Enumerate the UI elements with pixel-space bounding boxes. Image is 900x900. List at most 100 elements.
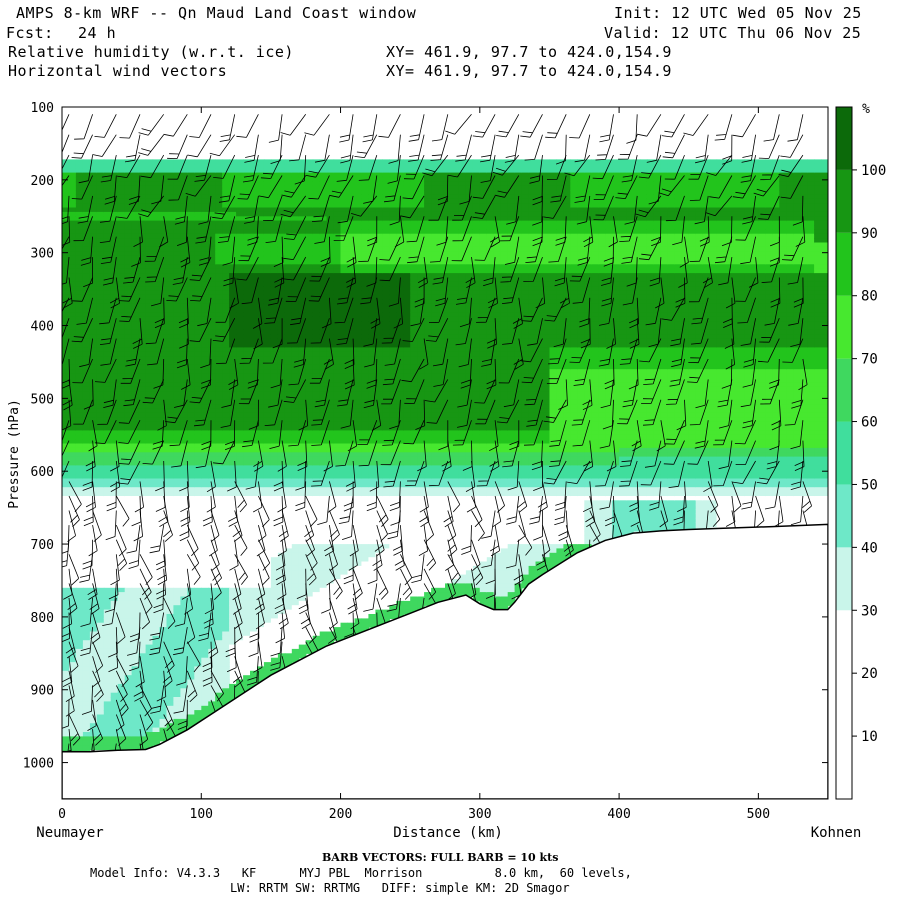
wind-barb	[100, 236, 117, 264]
wind-barb	[441, 440, 452, 472]
wind-barb	[496, 114, 520, 138]
wind-barb	[273, 495, 284, 527]
wind-barb	[189, 114, 212, 138]
wind-barb	[350, 195, 378, 217]
wind-barb	[119, 297, 141, 322]
wind-barb	[687, 358, 709, 383]
wind-barb	[764, 481, 780, 510]
wind-barb	[311, 460, 330, 487]
wind-barb	[476, 297, 496, 323]
wind-barb	[778, 154, 804, 177]
wind-barb	[461, 525, 472, 555]
wind-barb	[234, 554, 248, 585]
wind-barb	[525, 236, 543, 263]
wind-barb	[108, 641, 118, 673]
y-tick-label: 800	[31, 611, 54, 626]
wind-barb	[688, 154, 709, 180]
wind-barb	[176, 656, 188, 686]
wind-barb	[392, 525, 403, 556]
wind-barb	[308, 175, 330, 200]
wind-barb	[135, 656, 145, 688]
wind-barb	[546, 358, 567, 384]
wind-barb	[445, 114, 472, 135]
wind-barb	[601, 277, 614, 307]
y-tick-label: 1000	[23, 757, 54, 772]
wind-barb	[382, 420, 401, 446]
wind-barb	[233, 612, 243, 644]
wind-barb	[646, 134, 662, 163]
wind-barb	[549, 440, 567, 467]
colorbar-tick-label: 50	[861, 477, 878, 493]
wind-barb	[189, 318, 212, 342]
wind-barb	[232, 568, 242, 601]
wind-barb	[249, 612, 260, 643]
forecast-hour: 24 h	[78, 24, 117, 42]
wind-barb	[314, 216, 330, 244]
wind-barb	[222, 236, 236, 266]
wind-barb	[567, 460, 591, 484]
wind-barb	[186, 670, 198, 703]
wind-barb	[329, 510, 340, 542]
wind-barb	[287, 318, 307, 344]
wind-barb	[763, 114, 780, 142]
wind-barb	[103, 379, 117, 408]
wind-barb	[447, 524, 458, 557]
wind-barb	[423, 539, 437, 571]
wind-barb	[695, 134, 709, 164]
wind-barb	[304, 510, 315, 542]
wind-barb	[62, 440, 70, 457]
wind-barb	[595, 134, 614, 161]
wind-barb	[309, 358, 330, 384]
wind-barb	[285, 277, 307, 302]
wind-barb	[661, 114, 685, 138]
wind-barb	[422, 154, 449, 177]
wind-barb	[642, 399, 662, 426]
wind-barb	[656, 420, 666, 452]
wind-barb	[62, 297, 70, 313]
wind-barb	[404, 379, 425, 404]
wind-barb	[293, 338, 307, 368]
wind-barb	[335, 440, 354, 467]
wind-barb	[102, 257, 117, 286]
wind-barb	[579, 297, 591, 328]
wind-barb	[241, 277, 259, 305]
wind-barb	[65, 670, 75, 703]
wind-barb	[709, 175, 733, 199]
wind-barb	[713, 460, 733, 487]
wind-barb	[402, 175, 425, 200]
wind-barb	[599, 420, 614, 449]
wind-barb	[364, 338, 378, 368]
wind-barb	[173, 627, 188, 656]
wind-barb	[118, 460, 141, 485]
wind-barb	[558, 510, 569, 542]
wind-barb	[640, 460, 662, 486]
wind-barb	[436, 216, 449, 246]
wind-barb	[688, 277, 709, 303]
wind-barb	[648, 318, 662, 348]
wind-barb	[268, 277, 283, 306]
wind-barb	[147, 338, 165, 366]
wind-barb	[337, 379, 354, 407]
wind-barb	[62, 656, 73, 688]
wind-barb	[501, 277, 520, 304]
wind-barb	[574, 134, 591, 163]
wind-barb	[419, 338, 429, 370]
wind-barb	[585, 495, 596, 528]
wind-barb	[635, 195, 662, 218]
wind-barb	[62, 597, 73, 629]
wind-barb	[62, 195, 70, 225]
wind-barb	[234, 524, 248, 556]
wind-barb	[689, 236, 709, 262]
wind-barb	[549, 420, 567, 447]
wind-barb	[198, 612, 212, 642]
wind-barb	[599, 297, 614, 326]
wind-barb	[210, 554, 222, 586]
colorbar-swatch	[836, 421, 852, 485]
wind-barb	[82, 539, 93, 570]
forecast-label: Fcst:	[6, 24, 54, 42]
wind-barb	[68, 481, 82, 513]
wind-barb	[572, 420, 591, 447]
colorbar-swatch	[836, 547, 852, 611]
wind-barb	[471, 554, 484, 586]
